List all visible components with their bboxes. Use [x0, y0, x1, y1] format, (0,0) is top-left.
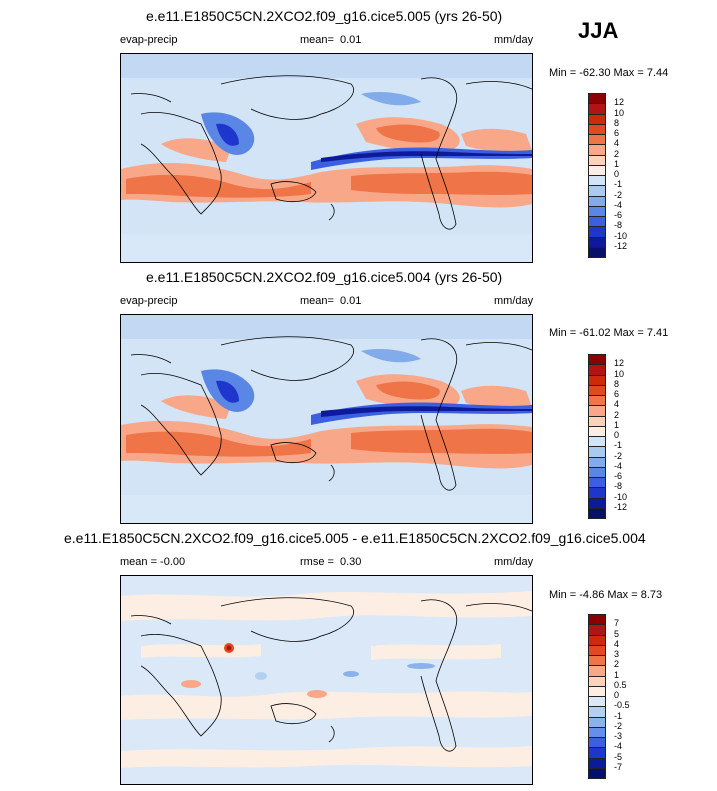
panel-2-title: e.e11.E1850C5CN.2XCO2.f09_g16.cice5.004 …: [146, 269, 503, 285]
colorbar-tick-label: -4: [614, 741, 623, 752]
colorbar-tick-label: 4: [614, 138, 620, 149]
colorbar-tick-label: 6: [614, 128, 620, 138]
colorbar-tick-label: 2: [614, 148, 620, 159]
colorbar-tick-label: -1: [614, 710, 623, 721]
panel-1-stat-value: 0.01: [340, 34, 362, 46]
colorbar-tick-label: -10: [614, 230, 628, 241]
colorbar-tick-label: -8: [614, 220, 623, 231]
colorbar-tick-label: 0: [614, 430, 620, 440]
colorbar-tick-label: -1: [614, 179, 623, 190]
colorbar-tick-label: -12: [614, 240, 628, 251]
panel-3-stat-value: 0.30: [340, 556, 362, 568]
panel-1-minmax: Min = -62.30 Max = 7.44: [549, 67, 669, 79]
colorbar-tick-label: 4: [614, 399, 620, 410]
colorbar-tick-label: -4: [614, 199, 623, 210]
colorbar-tick-label: 0.5: [614, 679, 627, 690]
colorbar-tick-label: -12: [614, 501, 628, 512]
colorbar-tick-label: -6: [614, 471, 623, 481]
panel-3-title: e.e11.E1850C5CN.2XCO2.f09_g16.cice5.005 …: [64, 530, 646, 546]
panel-1-units: mm/day: [494, 34, 534, 46]
colorbar-tick-label: 5: [614, 628, 620, 639]
colorbar-segment: [588, 767, 606, 779]
colorbar-tick-label: 12: [614, 358, 625, 369]
colorbar-tick-label: -0.5: [614, 700, 630, 711]
colorbar-tick-label: 12: [614, 97, 625, 108]
colorbar-tick-label: 4: [614, 638, 620, 649]
colorbar-tick-label: 10: [614, 368, 625, 379]
season-label: JJA: [578, 18, 619, 43]
colorbar-segment: [588, 507, 606, 519]
colorbar-tick-label: -4: [614, 460, 623, 471]
colorbar-tick-label: -5: [614, 751, 623, 762]
panel-3-map: [120, 575, 533, 785]
panel-2-map: [120, 314, 533, 524]
panel-1-title: e.e11.E1850C5CN.2XCO2.f09_g16.cice5.005 …: [146, 8, 503, 24]
colorbar-tick-label: 1: [614, 419, 620, 430]
colorbar-tick-label: 3: [614, 649, 620, 659]
colorbar-tick-label: 1: [614, 669, 620, 680]
panel-2-units: mm/day: [494, 295, 534, 307]
panel-2-stat-label: mean=: [300, 295, 334, 307]
colorbar-tick-label: -2: [614, 720, 623, 731]
panel-2-stat-value: 0.01: [340, 295, 362, 307]
colorbar-tick-label: 1: [614, 158, 620, 169]
panel-3-mean: mean = -0.00: [120, 556, 186, 568]
colorbar-tick-label: 2: [614, 409, 620, 420]
colorbar-tick-label: -2: [614, 450, 623, 461]
colorbar-tick-label: -7: [614, 761, 623, 772]
colorbar-tick-label: -1: [614, 440, 623, 451]
colorbar-tick-label: 6: [614, 389, 620, 399]
colorbar-tick-label: -2: [614, 189, 623, 200]
colorbar-tick-label: -8: [614, 481, 623, 492]
colorbar-tick-label: 10: [614, 107, 625, 118]
colorbar-tick-label: 7: [614, 618, 620, 629]
colorbar-tick-label: -10: [614, 491, 628, 502]
colorbar-tick-label: 2: [614, 659, 620, 670]
colorbar-tick-label: -3: [614, 731, 623, 741]
panel-2-colorbar: 12 10 8 6 4 2 1 0 -1 -2 -4 -6 -8 -10 -12: [588, 354, 627, 519]
colorbar-tick-label: 8: [614, 117, 620, 128]
panel-3-minmax: Min = -4.86 Max = 8.73: [549, 589, 663, 601]
panel-3-units: mm/day: [494, 556, 534, 568]
panel-1-variable: evap-precip: [120, 34, 178, 46]
colorbar-tick-label: 0: [614, 169, 620, 179]
panel-3-stat-label: rmse =: [300, 556, 334, 568]
panel-1-map: [120, 53, 533, 263]
colorbar-tick-label: -6: [614, 210, 623, 220]
colorbar-segment: [588, 246, 606, 258]
panel-1-colorbar: 12 10 8 6 4 2 1 0 -1 -2 -4 -6 -8 -10 -12: [588, 93, 627, 258]
colorbar-tick-label: 8: [614, 378, 620, 389]
panel-2-variable: evap-precip: [120, 295, 178, 307]
panel-2-minmax: Min = -61.02 Max = 7.41: [549, 327, 669, 339]
panel-1-stat-label: mean=: [300, 34, 334, 46]
panel-3-colorbar: 7 5 4 3 2 1 0.5 0 -0.5 -1 -2 -3 -4 -5 -7: [588, 614, 630, 779]
colorbar-tick-label: 0: [614, 690, 620, 700]
